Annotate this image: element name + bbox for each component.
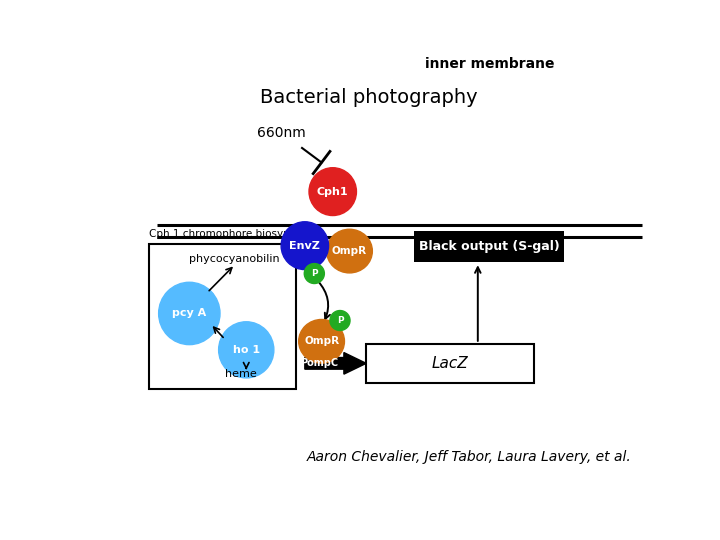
Text: Cph1: Cph1 (317, 187, 348, 197)
Text: PompC: PompC (300, 359, 338, 368)
Text: OmpR: OmpR (304, 336, 339, 346)
Bar (366, 344, 534, 383)
Text: ho 1: ho 1 (233, 345, 260, 355)
Text: EnvZ: EnvZ (289, 241, 320, 251)
Ellipse shape (219, 322, 274, 378)
Ellipse shape (299, 320, 344, 363)
Text: Black output (S-gal): Black output (S-gal) (418, 240, 559, 253)
Ellipse shape (158, 282, 220, 345)
Text: 660nm: 660nm (258, 126, 306, 140)
Text: pcy A: pcy A (172, 308, 207, 319)
Text: LacZ: LacZ (431, 356, 468, 371)
Text: P: P (311, 269, 318, 278)
Ellipse shape (327, 230, 372, 273)
Bar (413, 231, 564, 262)
Text: Cph 1 chromophore biosynthesis: Cph 1 chromophore biosynthesis (148, 230, 320, 239)
Text: P: P (337, 316, 343, 325)
Text: Aaron Chevalier, Jeff Tabor, Laura Lavery, et al.: Aaron Chevalier, Jeff Tabor, Laura Laver… (307, 450, 631, 464)
Polygon shape (305, 353, 366, 374)
Text: heme: heme (225, 369, 256, 379)
Bar (148, 244, 297, 389)
Text: Bacterial photography: Bacterial photography (260, 87, 478, 107)
Text: phycocyanobilin: phycocyanobilin (189, 254, 279, 264)
Ellipse shape (281, 222, 328, 269)
Circle shape (305, 264, 324, 284)
Text: inner membrane: inner membrane (425, 57, 554, 71)
Circle shape (330, 310, 350, 330)
Ellipse shape (309, 168, 356, 215)
Text: OmpR: OmpR (332, 246, 367, 256)
